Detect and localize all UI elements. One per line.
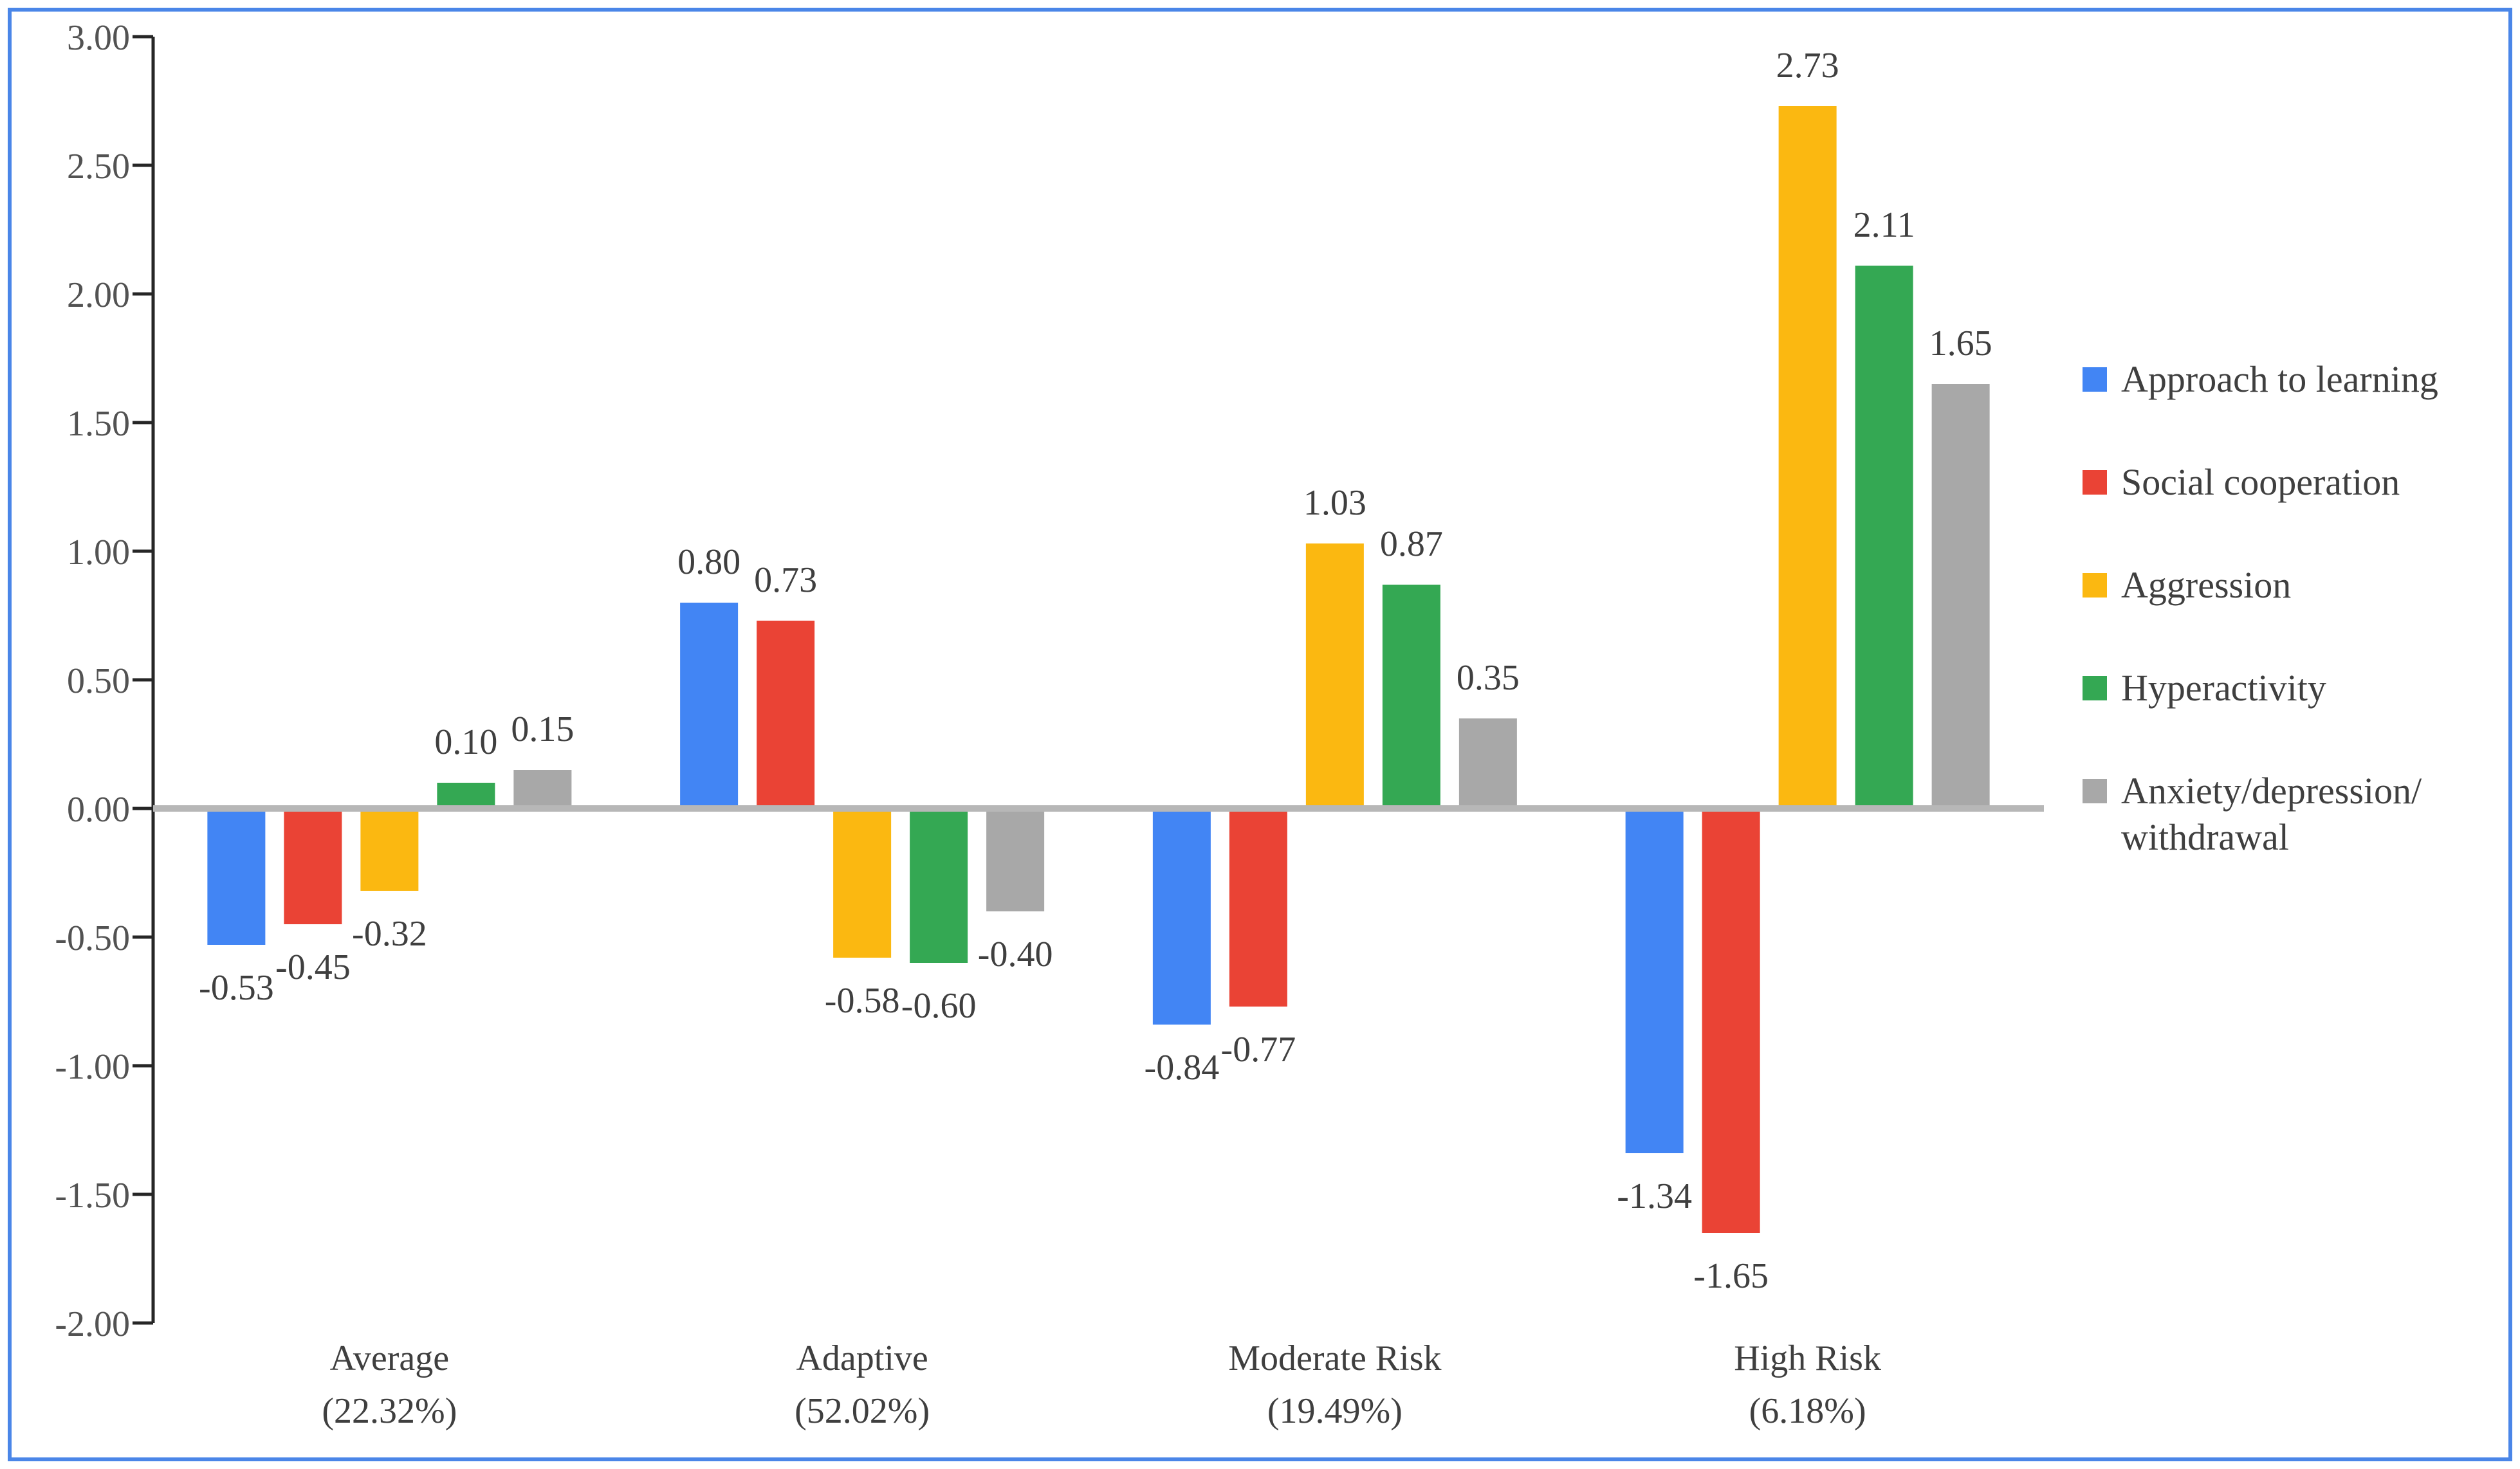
x-axis-category-percentage: (52.02%)	[795, 1391, 930, 1431]
legend-label: Approach to learning	[2121, 358, 2438, 400]
data-label: -0.40	[978, 935, 1053, 974]
data-label: 0.15	[511, 709, 574, 749]
x-axis-category-label: High Risk	[1734, 1338, 1881, 1378]
bar-4-3	[1778, 106, 1837, 808]
bar-2-5	[986, 808, 1045, 911]
legend-label: Aggression	[2121, 564, 2292, 606]
data-label: -0.60	[901, 986, 977, 1026]
y-axis-tick-label: 1.50	[67, 404, 130, 444]
data-label: 2.11	[1853, 205, 1915, 245]
bar-1-1	[207, 808, 266, 945]
x-axis-category-label: Adaptive	[796, 1338, 928, 1378]
bar-3-2	[1229, 808, 1287, 1007]
data-label: 1.65	[1929, 324, 1992, 363]
data-label: 0.10	[434, 722, 497, 762]
bar-2-3	[833, 808, 892, 958]
bar-3-4	[1382, 585, 1440, 808]
bar-3-1	[1152, 808, 1211, 1025]
data-label: 0.35	[1457, 658, 1520, 698]
y-axis-tick-label: 3.00	[67, 18, 130, 58]
data-label: 1.03	[1303, 483, 1366, 523]
legend: Approach to learning Social cooperation Ag…	[2083, 0, 2494, 1469]
legend-item: Hyperactivity	[2083, 665, 2494, 711]
data-label: 0.73	[754, 560, 817, 600]
legend-item: Approach to learning	[2083, 356, 2494, 403]
data-label: -0.77	[1221, 1030, 1296, 1070]
y-axis-tick-label: 1.00	[67, 533, 130, 572]
bar-1-3	[360, 808, 419, 891]
data-label: 0.87	[1380, 524, 1443, 564]
legend-label: Anxiety/​depression/​withdrawal	[2121, 770, 2422, 858]
bar-4-2	[1702, 808, 1760, 1233]
data-label: -1.34	[1617, 1176, 1692, 1216]
legend-swatch	[2083, 573, 2107, 598]
legend-swatch	[2083, 470, 2107, 495]
bar-3-5	[1458, 718, 1517, 808]
bar-4-4	[1855, 266, 1913, 808]
y-axis-tick-label: 0.00	[67, 790, 130, 830]
bar-1-4	[437, 783, 495, 808]
bar-4-5	[1931, 384, 1990, 808]
x-axis-category-label: Average	[330, 1338, 450, 1378]
y-axis-tick-label: -1.50	[55, 1176, 130, 1216]
data-label: -0.45	[275, 947, 351, 987]
data-label: -0.53	[199, 968, 274, 1008]
y-axis-tick-label: 2.50	[67, 147, 130, 187]
bar-2-1	[680, 603, 739, 808]
y-axis-tick-label: -0.50	[55, 918, 130, 958]
bar-2-2	[757, 621, 815, 808]
data-label: 2.73	[1776, 46, 1839, 86]
data-label: -0.58	[825, 981, 900, 1021]
legend-item: Aggression	[2083, 562, 2494, 608]
bar-1-5	[513, 770, 572, 808]
legend-label: Social cooperation	[2121, 461, 2400, 503]
x-axis-category-label: Moderate Risk	[1228, 1338, 1441, 1378]
legend-swatch	[2083, 367, 2107, 392]
legend-swatch	[2083, 676, 2107, 700]
data-label: -1.65	[1693, 1256, 1769, 1296]
y-axis-tick-label: 2.00	[67, 275, 130, 315]
y-axis-tick-label: -1.00	[55, 1047, 130, 1087]
bar-3-3	[1305, 543, 1364, 808]
data-label: -0.32	[352, 914, 427, 954]
y-axis-tick-label: -2.00	[55, 1304, 130, 1344]
legend-item: Anxiety/​depression/​withdrawal	[2083, 768, 2494, 861]
data-label: -0.84	[1145, 1048, 1220, 1088]
bar-2-4	[910, 808, 968, 963]
legend-item: Social cooperation	[2083, 459, 2494, 506]
bar-1-2	[284, 808, 342, 924]
x-axis-category-percentage: (6.18%)	[1749, 1391, 1866, 1431]
legend-label: Hyperactivity	[2121, 667, 2326, 709]
legend-swatch	[2083, 779, 2107, 803]
y-axis-tick-label: 0.50	[67, 661, 130, 701]
bar-4-1	[1625, 808, 1684, 1153]
data-label: 0.80	[677, 542, 740, 582]
x-axis-category-percentage: (19.49%)	[1267, 1391, 1403, 1431]
x-axis-category-percentage: (22.32%)	[322, 1391, 457, 1431]
